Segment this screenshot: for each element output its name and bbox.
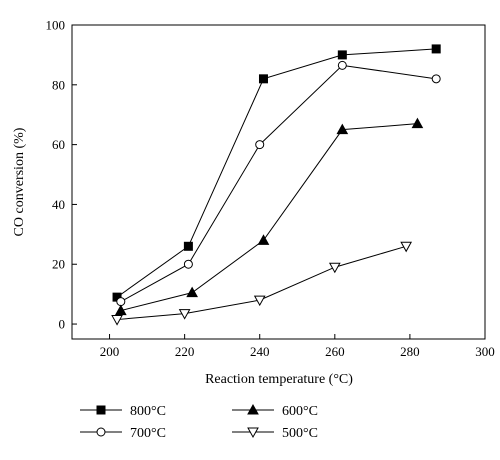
legend-item: 500°C xyxy=(232,426,318,441)
x-tick-label: 280 xyxy=(400,344,420,359)
y-tick-label: 40 xyxy=(52,197,65,212)
data-point xyxy=(337,60,347,70)
data-point xyxy=(336,123,349,135)
series-layer xyxy=(111,44,441,326)
x-tick-label: 220 xyxy=(175,344,195,359)
legend: 800°C 700°C 600°C 500°C xyxy=(80,403,318,441)
data-point xyxy=(253,295,266,307)
x-tick-label: 200 xyxy=(100,344,120,359)
data-point xyxy=(116,297,126,307)
y-tick-label: 60 xyxy=(52,137,65,152)
y-tick-label: 20 xyxy=(52,257,65,272)
data-point xyxy=(186,286,198,298)
series-line xyxy=(116,48,437,298)
data-point xyxy=(400,241,413,253)
y-tick-label: 80 xyxy=(52,77,65,92)
y-axis-title: CO conversion (%) xyxy=(12,127,27,236)
legend-marker xyxy=(247,427,259,439)
data-point xyxy=(258,74,268,84)
series-1 xyxy=(116,60,441,307)
legend-marker xyxy=(96,427,106,437)
y-tick-label: 0 xyxy=(59,317,66,332)
legend-item: 800°C xyxy=(80,404,166,419)
data-point xyxy=(411,117,424,129)
legend-marker xyxy=(247,403,259,415)
y-axis: 0 20 40 60 80 100 xyxy=(46,18,77,332)
series-2 xyxy=(114,117,424,316)
data-point xyxy=(337,50,347,60)
x-tick-label: 240 xyxy=(250,344,270,359)
series-line xyxy=(117,245,407,321)
data-point xyxy=(178,309,191,320)
series-line xyxy=(120,64,437,303)
series-0 xyxy=(112,44,441,302)
legend-item: 700°C xyxy=(80,426,166,441)
plot-area-frame xyxy=(71,24,486,340)
x-tick-label: 300 xyxy=(475,344,495,359)
series-line xyxy=(120,123,418,312)
x-axis: 200 220 240 260 280 300 xyxy=(100,334,495,359)
legend-label: 600°C xyxy=(282,404,318,419)
data-point xyxy=(431,44,441,54)
y-tick-label: 100 xyxy=(46,18,66,33)
data-point xyxy=(255,140,265,150)
data-point xyxy=(257,234,270,245)
legend-label: 800°C xyxy=(130,404,166,419)
data-point xyxy=(431,74,441,84)
legend-marker xyxy=(96,405,106,415)
data-point xyxy=(328,262,341,274)
series-3 xyxy=(111,241,413,326)
x-axis-title: Reaction temperature (°C) xyxy=(205,372,353,387)
data-point xyxy=(111,315,123,326)
data-point xyxy=(183,259,193,269)
legend-label: 500°C xyxy=(282,426,318,441)
x-tick-label: 260 xyxy=(325,344,345,359)
data-point xyxy=(183,241,193,251)
legend-item: 600°C xyxy=(232,403,318,419)
data-point xyxy=(114,304,127,316)
legend-label: 700°C xyxy=(130,426,166,441)
